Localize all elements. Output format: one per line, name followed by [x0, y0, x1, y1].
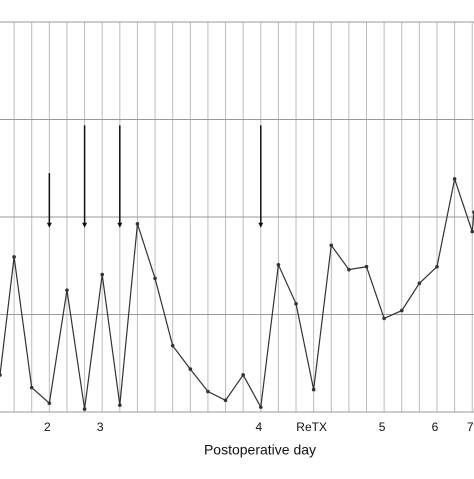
point — [170, 343, 175, 348]
point — [223, 398, 228, 403]
point — [294, 301, 298, 306]
point — [364, 264, 369, 269]
point — [12, 255, 16, 259]
point — [118, 403, 122, 407]
arrow-head — [258, 222, 264, 228]
x-tick-label: 3 — [97, 420, 104, 434]
point — [347, 267, 351, 272]
point — [452, 177, 457, 181]
point — [329, 243, 334, 248]
point — [311, 387, 316, 392]
arrow-head — [82, 222, 88, 228]
point — [47, 401, 52, 406]
arrow-head — [117, 222, 123, 228]
point — [276, 262, 281, 267]
x-tick-label: 7 — [467, 420, 474, 434]
x-tick-label: 2 — [44, 420, 51, 434]
point — [470, 229, 474, 234]
point — [188, 367, 193, 371]
point — [153, 276, 157, 281]
point — [435, 264, 439, 269]
x-axis-label: Postoperative day — [204, 442, 316, 458]
x-tick-label: 6 — [432, 420, 439, 434]
point — [29, 385, 34, 390]
point — [206, 389, 210, 394]
point — [135, 222, 140, 226]
x-tick-label: ReTX — [296, 420, 327, 434]
point — [417, 281, 422, 286]
point — [100, 272, 105, 277]
line — [0, 176, 474, 410]
x-tick-label: 4 — [255, 420, 262, 434]
point — [82, 407, 87, 411]
point — [241, 373, 245, 377]
point — [399, 308, 404, 313]
arrow-head — [46, 222, 52, 228]
point — [382, 316, 386, 321]
point — [258, 405, 263, 409]
point — [65, 288, 69, 292]
point — [0, 373, 2, 377]
x-tick-label: 5 — [379, 420, 386, 434]
